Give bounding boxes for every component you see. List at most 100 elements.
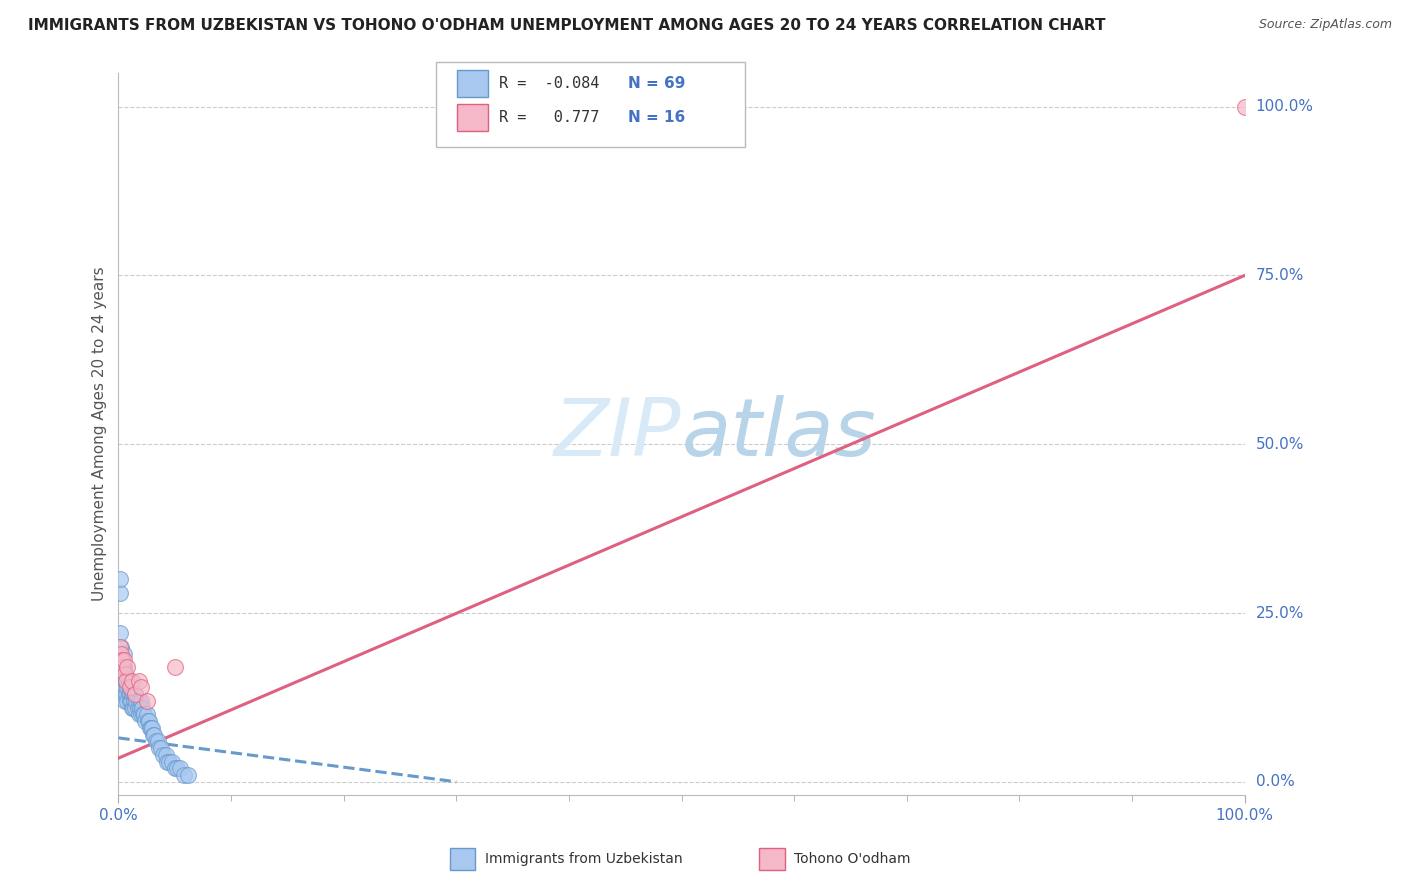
Point [121, 673, 143, 688]
Point [135, 707, 157, 722]
Text: ZIP: ZIP [554, 395, 682, 473]
Point [115, 673, 138, 688]
Point [139, 721, 162, 735]
Point [124, 700, 146, 714]
Point [142, 727, 165, 741]
Point [112, 687, 135, 701]
Point [121, 687, 143, 701]
Text: 25.0%: 25.0% [1256, 606, 1303, 621]
Point [155, 747, 177, 762]
Point [112, 653, 135, 667]
Point [122, 694, 145, 708]
Point [1233, 100, 1256, 114]
Text: 50.0%: 50.0% [1256, 437, 1303, 451]
Text: N = 16: N = 16 [628, 111, 686, 125]
Point [115, 673, 138, 688]
Point [163, 761, 186, 775]
Text: Tohono O'odham: Tohono O'odham [794, 852, 911, 866]
Point [163, 660, 186, 674]
Point [117, 687, 139, 701]
Point [122, 700, 145, 714]
Point [128, 700, 150, 714]
Text: 0.0%: 0.0% [1256, 774, 1295, 789]
Point [169, 761, 191, 775]
Point [127, 700, 149, 714]
Point [108, 586, 131, 600]
Point [118, 687, 141, 701]
Point [138, 714, 160, 728]
Point [112, 647, 135, 661]
Y-axis label: Unemployment Among Ages 20 to 24 years: Unemployment Among Ages 20 to 24 years [93, 267, 107, 601]
Text: R =  -0.084: R = -0.084 [499, 77, 599, 91]
Point [110, 647, 132, 661]
Point [120, 694, 142, 708]
Point [111, 653, 134, 667]
Point [111, 687, 134, 701]
Point [141, 721, 163, 735]
Point [128, 673, 150, 688]
Text: 75.0%: 75.0% [1256, 268, 1303, 283]
Point [114, 666, 136, 681]
Point [150, 741, 173, 756]
Point [111, 660, 134, 674]
Point [118, 680, 141, 694]
Point [136, 714, 159, 728]
Point [117, 680, 139, 694]
Point [132, 707, 155, 722]
Point [177, 768, 200, 782]
Point [121, 700, 143, 714]
Point [143, 727, 166, 741]
Point [162, 755, 184, 769]
Point [111, 680, 134, 694]
Point [118, 680, 141, 694]
Point [129, 680, 152, 694]
Point [108, 640, 131, 654]
Point [112, 660, 135, 674]
Text: N = 69: N = 69 [628, 77, 686, 91]
Point [166, 761, 188, 775]
Point [112, 673, 135, 688]
Point [134, 714, 156, 728]
Text: R =   0.777: R = 0.777 [499, 111, 599, 125]
Point [117, 673, 139, 688]
Point [114, 694, 136, 708]
Point [125, 694, 148, 708]
Point [173, 768, 195, 782]
Point [118, 694, 141, 708]
Point [122, 687, 145, 701]
Point [139, 721, 162, 735]
Point [124, 687, 146, 701]
Point [117, 694, 139, 708]
Point [108, 572, 131, 586]
Point [117, 660, 139, 674]
Text: Source: ZipAtlas.com: Source: ZipAtlas.com [1258, 18, 1392, 31]
Point [111, 660, 134, 674]
Point [134, 707, 156, 722]
Text: atlas: atlas [682, 395, 876, 473]
Point [114, 666, 136, 681]
Point [115, 687, 138, 701]
Point [131, 700, 153, 714]
Point [156, 755, 179, 769]
Point [120, 680, 142, 694]
Point [108, 626, 131, 640]
Point [111, 653, 134, 667]
Point [152, 747, 174, 762]
Point [129, 707, 152, 722]
Point [111, 666, 134, 681]
Point [135, 694, 157, 708]
Text: IMMIGRANTS FROM UZBEKISTAN VS TOHONO O'ODHAM UNEMPLOYMENT AMONG AGES 20 TO 24 YE: IMMIGRANTS FROM UZBEKISTAN VS TOHONO O'O… [28, 18, 1105, 33]
Point [128, 707, 150, 722]
Point [124, 687, 146, 701]
Point [110, 673, 132, 688]
Text: Immigrants from Uzbekistan: Immigrants from Uzbekistan [485, 852, 683, 866]
Point [129, 694, 152, 708]
Point [110, 640, 132, 654]
Point [146, 734, 169, 748]
Point [157, 755, 180, 769]
Text: 100.0%: 100.0% [1256, 99, 1313, 114]
Point [114, 680, 136, 694]
Point [145, 734, 167, 748]
Point [148, 741, 170, 756]
Point [128, 694, 150, 708]
